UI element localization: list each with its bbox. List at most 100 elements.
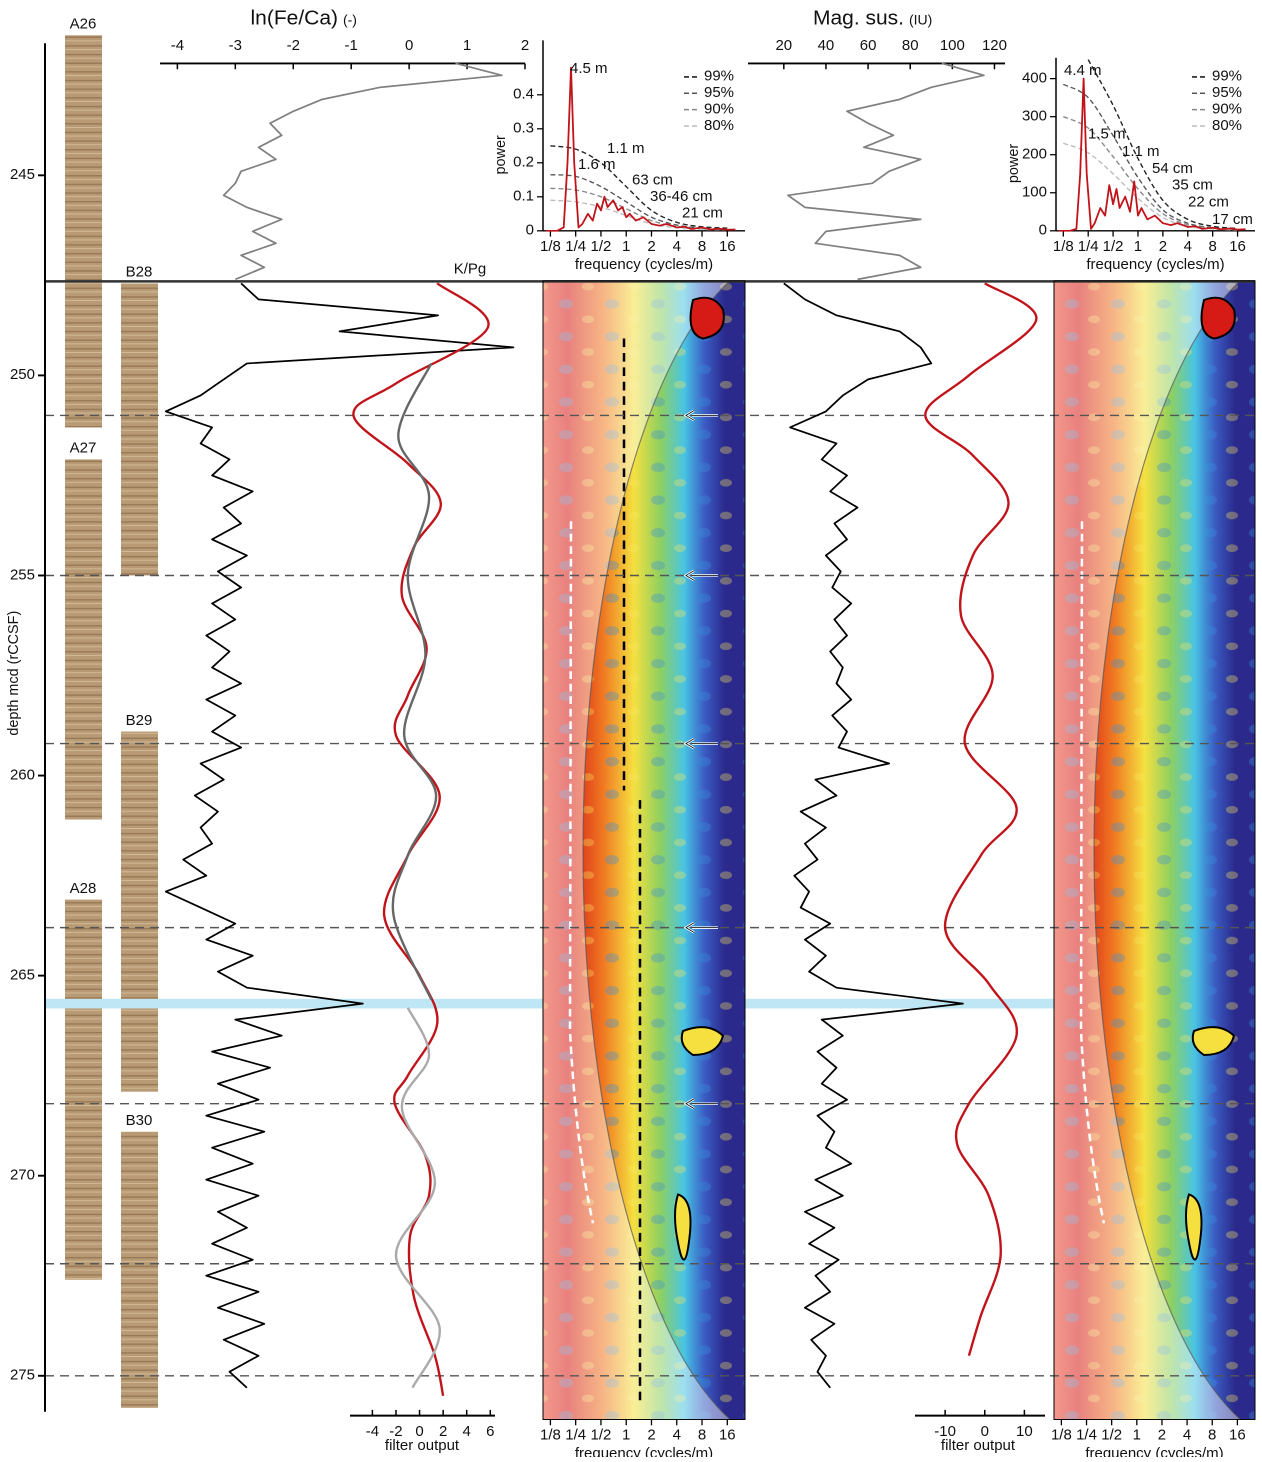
profile-line bbox=[394, 1007, 441, 1389]
x-tick-label: 1/8 bbox=[540, 1428, 561, 1444]
x-tick-label: 1 bbox=[622, 239, 630, 255]
significance-contour bbox=[674, 1193, 692, 1261]
value-tick-label: 10 bbox=[1016, 1424, 1033, 1440]
y-tick-label: 400 bbox=[1022, 71, 1047, 87]
profile-line bbox=[391, 362, 438, 1001]
x-tick-label: 1/4 bbox=[1076, 1428, 1097, 1444]
value-tick-label: 40 bbox=[818, 38, 835, 54]
data-layer bbox=[164, 59, 1246, 1397]
y-tick-label: 0 bbox=[1039, 223, 1047, 239]
x-tick-label: 1/2 bbox=[1101, 1428, 1122, 1444]
peak-annotation: 1.6 m bbox=[578, 157, 615, 173]
y-tick-label: 0.2 bbox=[513, 155, 534, 171]
value-tick-label: 2 bbox=[521, 38, 529, 54]
wavelet-plot bbox=[1054, 280, 1255, 1420]
core-label: B30 bbox=[126, 1113, 153, 1129]
x-axis-label: frequency (cycles/m) bbox=[575, 257, 713, 273]
value-tick-label: 0 bbox=[415, 1424, 423, 1440]
core-label: A27 bbox=[70, 441, 97, 457]
legend-label: 90% bbox=[704, 102, 734, 118]
profile-line bbox=[164, 282, 515, 1389]
value-tick-label: 120 bbox=[982, 38, 1007, 54]
arrow-outline bbox=[685, 570, 718, 581]
value-tick-label: 100 bbox=[940, 38, 965, 54]
profile-line bbox=[924, 282, 1038, 1357]
confidence-line bbox=[550, 145, 728, 229]
peak-annotation: 22 cm bbox=[1188, 195, 1229, 211]
core-image bbox=[121, 731, 158, 1092]
x-tick-label: 1/8 bbox=[540, 239, 561, 255]
value-tick-label: -2 bbox=[287, 38, 300, 54]
x-tick-label: 4 bbox=[673, 239, 681, 255]
profile-line bbox=[783, 282, 964, 1389]
guide-layer bbox=[45, 280, 1255, 1377]
ridge-white bbox=[1079, 521, 1106, 1224]
value-tick-label: 0 bbox=[981, 1424, 989, 1440]
legend-label: 80% bbox=[1212, 118, 1242, 134]
value-tick-label: -2 bbox=[389, 1424, 402, 1440]
x-tick-label: 4 bbox=[673, 1428, 681, 1444]
x-tick-label: 1/2 bbox=[591, 1428, 612, 1444]
wavelet-frame bbox=[542, 280, 746, 1420]
value-tick-label: 0 bbox=[405, 38, 413, 54]
y-tick-label: 100 bbox=[1022, 185, 1047, 201]
depth-axis-label: depth mcd (rCCSF) bbox=[6, 611, 22, 736]
peak-annotation: 54 cm bbox=[1152, 161, 1193, 177]
x-tick-label: 1 bbox=[1133, 1428, 1141, 1444]
x-tick-label: 1 bbox=[1134, 239, 1142, 255]
x-tick-label: 16 bbox=[1229, 1428, 1246, 1444]
legend-label: 99% bbox=[704, 69, 734, 85]
cone-of-influence bbox=[543, 280, 745, 1420]
value-tick-label: -1 bbox=[345, 38, 358, 54]
value-tick-label: -4 bbox=[366, 1424, 379, 1440]
x-tick-label: 2 bbox=[647, 239, 655, 255]
wavelet-layer bbox=[543, 280, 1255, 1420]
y-tick-label: 0.1 bbox=[513, 189, 534, 205]
arrow-outline bbox=[685, 922, 718, 933]
depth-tick-label: 270 bbox=[10, 1168, 35, 1184]
value-tick-label: -4 bbox=[171, 38, 184, 54]
depth-tick-label: 250 bbox=[10, 367, 35, 383]
panel-unit: (IU) bbox=[909, 13, 932, 28]
x-tick-label: 1/4 bbox=[1078, 239, 1099, 255]
arrow-outline bbox=[685, 738, 718, 749]
y-axis-label: power bbox=[493, 135, 509, 174]
x-tick-label: 2 bbox=[1159, 239, 1167, 255]
legend-label: 90% bbox=[1212, 102, 1242, 118]
x-tick-label: 16 bbox=[719, 239, 736, 255]
peak-annotation: 21 cm bbox=[682, 206, 723, 222]
wavelet-texture bbox=[1054, 280, 1255, 1420]
confidence-line bbox=[1087, 59, 1238, 230]
value-tick-label: -3 bbox=[229, 38, 242, 54]
x-axis-label: frequency (cycles/m) bbox=[575, 1446, 713, 1457]
significance-contour bbox=[1191, 1026, 1236, 1056]
depth-tick-label: 245 bbox=[10, 167, 35, 183]
depth-tick-label: 275 bbox=[10, 1368, 35, 1384]
panel-title: ln(Fe/Ca) bbox=[251, 7, 338, 30]
profile-line bbox=[352, 282, 490, 1397]
x-tick-label: 8 bbox=[698, 1428, 706, 1444]
wavelet-plot bbox=[543, 280, 745, 1420]
x-tick-label: 2 bbox=[647, 1428, 655, 1444]
peak-annotation: 1.5 m bbox=[1088, 127, 1125, 143]
x-tick-label: 8 bbox=[1208, 1428, 1216, 1444]
ridge-white bbox=[568, 521, 595, 1224]
legend-label: 95% bbox=[1212, 85, 1242, 101]
x-tick-label: 8 bbox=[1208, 239, 1216, 255]
peak-annotation: 4.5 m bbox=[570, 61, 607, 77]
value-tick-label: 60 bbox=[860, 38, 877, 54]
value-tick-label: -10 bbox=[934, 1424, 956, 1440]
value-tick-label: 1 bbox=[463, 38, 471, 54]
y-tick-label: 200 bbox=[1022, 147, 1047, 163]
panel-unit: (-) bbox=[343, 13, 357, 28]
significance-contour bbox=[1200, 296, 1236, 340]
axis-label: filter output bbox=[941, 1438, 1015, 1454]
legend-label: 80% bbox=[704, 118, 734, 134]
spectrum-line bbox=[545, 66, 736, 232]
x-tick-label: 4 bbox=[1184, 239, 1192, 255]
arrow-outline bbox=[685, 1098, 718, 1109]
significance-contour bbox=[1185, 1193, 1203, 1261]
